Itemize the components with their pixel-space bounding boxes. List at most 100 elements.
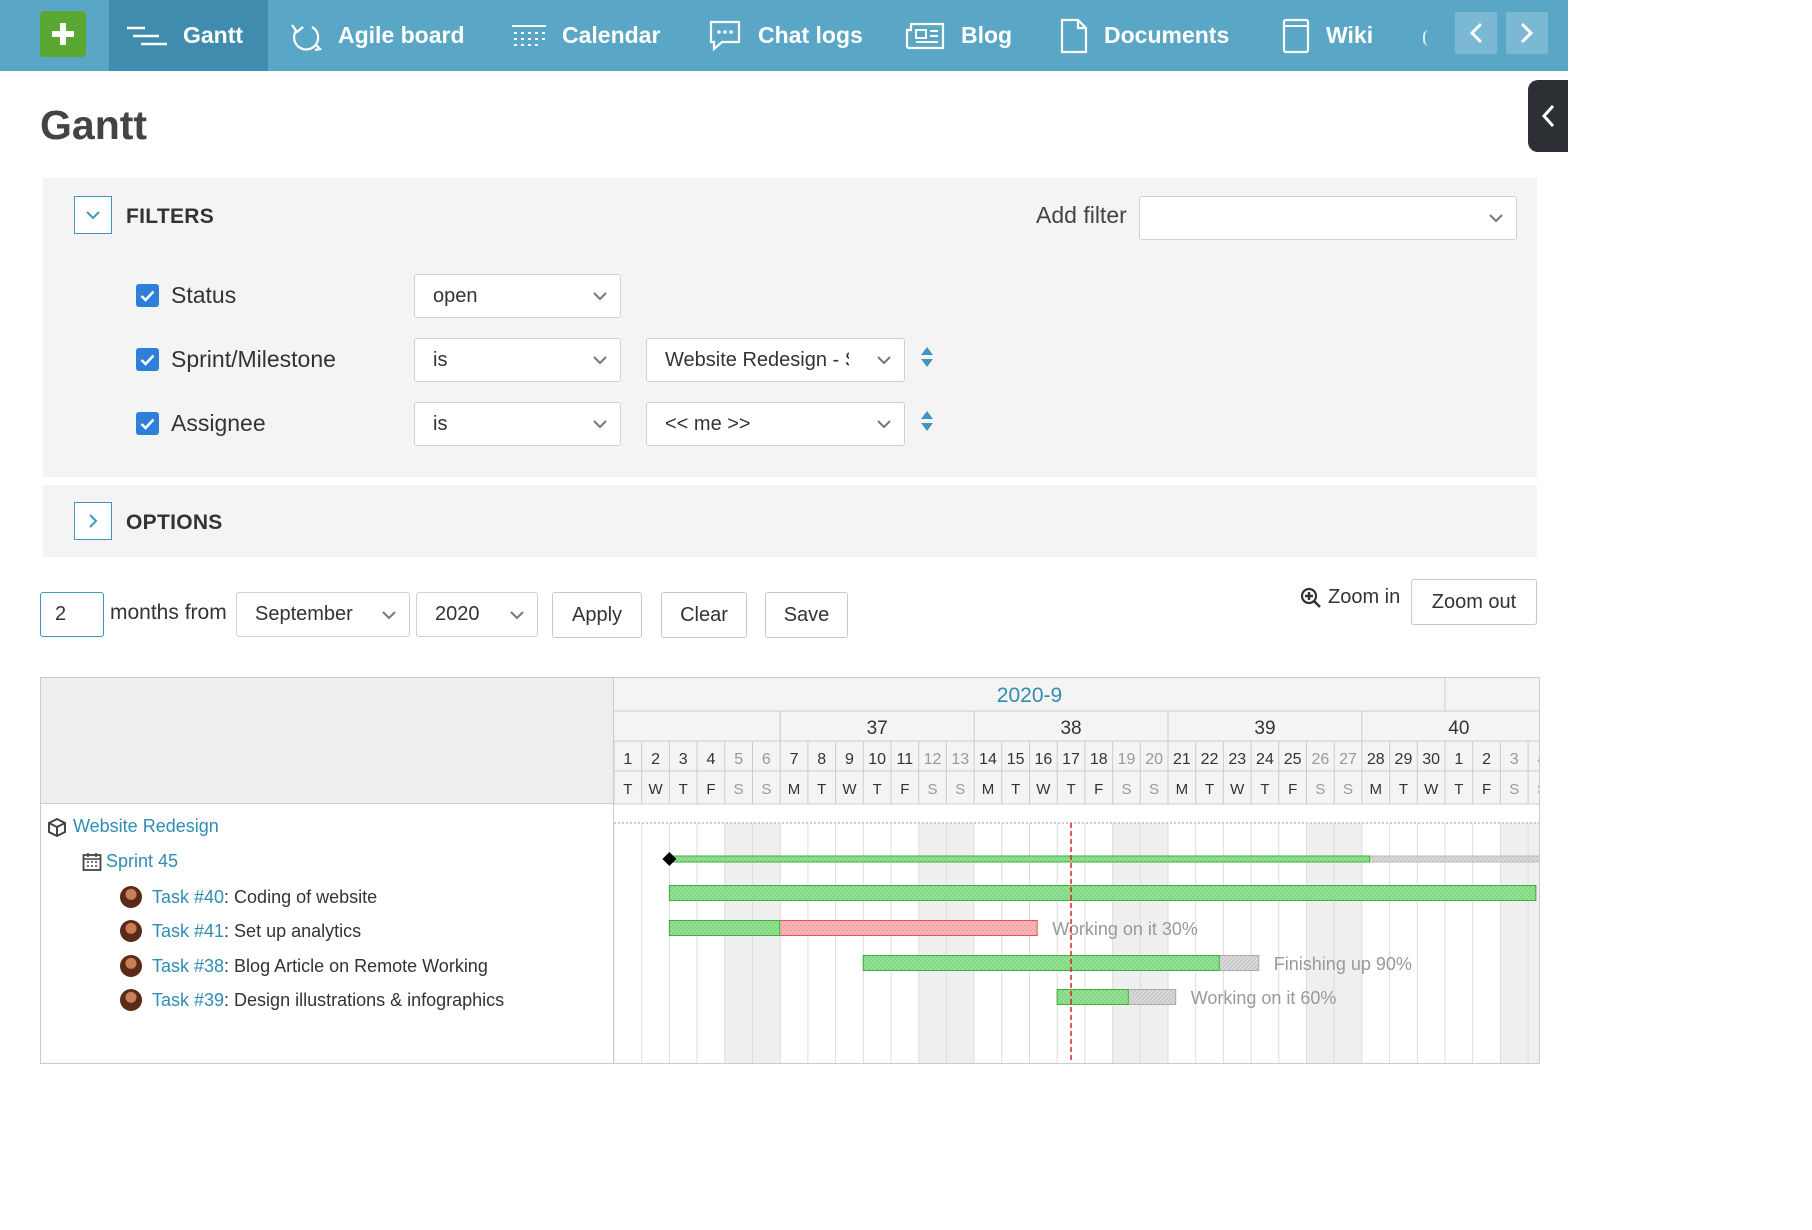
avatar — [120, 886, 142, 908]
issue-link[interactable]: Task #41 — [152, 920, 225, 941]
issue-link[interactable]: Task #39 — [152, 989, 225, 1010]
year-select[interactable]: 2020 — [416, 592, 538, 637]
save-button[interactable]: Save — [765, 592, 848, 638]
assignee-operator-select[interactable]: is — [414, 402, 621, 446]
day-number: 27 — [1339, 751, 1357, 768]
task-done-bar — [668, 885, 1537, 901]
tab-chat-logs[interactable]: Chat logs — [708, 0, 863, 71]
tree-issue-row[interactable]: Task #39 : Design illustrations & infogr… — [120, 989, 504, 1011]
tab-documents[interactable]: Documents — [1060, 0, 1229, 71]
status-operator-select[interactable]: open — [414, 274, 621, 318]
month-label: 2020-9 — [997, 684, 1062, 707]
tab-calendar[interactable]: Calendar — [512, 0, 660, 71]
assignee-value: << me >> — [665, 412, 751, 435]
tree-version-row[interactable]: Sprint 45 — [82, 851, 178, 872]
calendar-icon — [512, 24, 546, 46]
weekend-column — [1306, 823, 1335, 1063]
day-number: 28 — [1367, 751, 1385, 768]
tree-project-row[interactable]: Website Redesign — [47, 816, 219, 837]
weekday-letter: S — [1537, 781, 1540, 798]
assignee-value-select[interactable]: << me >> — [646, 402, 905, 446]
scroll-tabs-right-button[interactable] — [1506, 12, 1548, 54]
weekday-letter: T — [623, 781, 632, 798]
tab-label: Documents — [1104, 22, 1230, 48]
chevron-right-icon — [89, 514, 98, 528]
options-expand-toggle[interactable] — [74, 502, 112, 540]
sprint-operator-select[interactable]: is — [414, 338, 621, 382]
issue-subject: : Coding of website — [224, 886, 378, 907]
day-number: 2 — [651, 751, 660, 768]
assignee-filter-checkbox[interactable] — [136, 412, 159, 435]
day-number: 25 — [1284, 751, 1302, 768]
weekday-letter: W — [648, 781, 663, 798]
task-done-bar — [862, 955, 1220, 971]
tab-label: Gantt — [183, 22, 244, 48]
weekday-letter: F — [1482, 781, 1491, 798]
checkmark-icon — [140, 290, 155, 302]
month-select[interactable]: September — [236, 592, 410, 637]
issue-link[interactable]: Task #38 — [152, 955, 225, 976]
day-number: 30 — [1422, 751, 1440, 768]
weekday-letter: F — [1094, 781, 1103, 798]
checkmark-icon — [140, 354, 155, 366]
weekday-letter: T — [679, 781, 688, 798]
zoom-in-link[interactable]: Zoom in — [1300, 586, 1400, 609]
new-item-button[interactable] — [40, 11, 86, 57]
zoom-in-label: Zoom in — [1328, 586, 1401, 608]
day-number: 17 — [1062, 751, 1080, 768]
apply-button[interactable]: Apply — [552, 592, 642, 638]
weekday-letter: M — [788, 781, 801, 798]
wiki-icon — [1282, 18, 1310, 53]
sort-arrows-icon[interactable] — [920, 410, 934, 432]
chevron-down-icon — [382, 610, 396, 619]
tab-blog[interactable]: Blog — [905, 0, 1012, 71]
tree-issue-row[interactable]: Task #38 : Blog Article on Remote Workin… — [120, 955, 488, 977]
chevron-down-icon — [877, 420, 891, 429]
zoom-out-button[interactable]: Zoom out — [1411, 579, 1537, 625]
filters-collapse-toggle[interactable] — [74, 196, 112, 234]
clear-button[interactable]: Clear — [661, 592, 747, 638]
weekday-letter: T — [817, 781, 826, 798]
document-icon — [1060, 18, 1088, 53]
status-filter-checkbox[interactable] — [136, 284, 159, 307]
weekday-letter: W — [842, 781, 857, 798]
issue-subject: : Design illustrations & infographics — [224, 989, 505, 1010]
weekday-letter: S — [955, 781, 965, 798]
avatar — [120, 989, 142, 1011]
tab-wiki[interactable]: Wiki — [1282, 0, 1373, 71]
avatar — [120, 955, 142, 977]
tree-issue-row[interactable]: Task #40 : Coding of website — [120, 886, 377, 908]
overflow-tab-icon — [1423, 30, 1429, 46]
add-filter-select[interactable] — [1139, 196, 1517, 240]
months-input[interactable]: 2 — [40, 592, 104, 637]
tab-agile-board[interactable]: Agile board — [288, 0, 465, 71]
day-number: 12 — [924, 751, 942, 768]
chevron-down-icon — [593, 420, 607, 429]
scroll-tabs-left-button[interactable] — [1455, 12, 1497, 54]
weekday-letter: S — [1121, 781, 1131, 798]
project-link[interactable]: Website Redesign — [73, 816, 219, 836]
issue-link[interactable]: Task #40 — [152, 886, 225, 907]
sidebar-toggle-button[interactable] — [1528, 80, 1568, 152]
checkmark-icon — [140, 418, 155, 430]
week-number: 39 — [1254, 718, 1275, 739]
weekend-column — [1334, 823, 1362, 1063]
blog-icon — [905, 22, 945, 49]
weekday-letter: S — [734, 781, 744, 798]
day-number: 24 — [1256, 751, 1274, 768]
week-number: 40 — [1448, 718, 1469, 739]
day-number: 2 — [1482, 751, 1491, 768]
day-number: 4 — [1537, 751, 1540, 768]
sort-arrows-icon[interactable] — [920, 346, 934, 368]
avatar — [120, 920, 142, 942]
version-link[interactable]: Sprint 45 — [106, 851, 179, 871]
tab-gantt[interactable]: Gantt — [109, 0, 268, 71]
tree-issue-row[interactable]: Task #41 : Set up analytics — [120, 920, 361, 942]
sprint-filter-label: Sprint/Milestone — [171, 346, 336, 372]
day-number: 21 — [1173, 751, 1191, 768]
sprint-value-select[interactable]: Website Redesign - S — [646, 338, 905, 382]
months-from-label: months from — [110, 601, 227, 624]
weekend-column — [752, 823, 781, 1063]
weekend-column — [946, 823, 975, 1063]
sprint-filter-checkbox[interactable] — [136, 348, 159, 371]
